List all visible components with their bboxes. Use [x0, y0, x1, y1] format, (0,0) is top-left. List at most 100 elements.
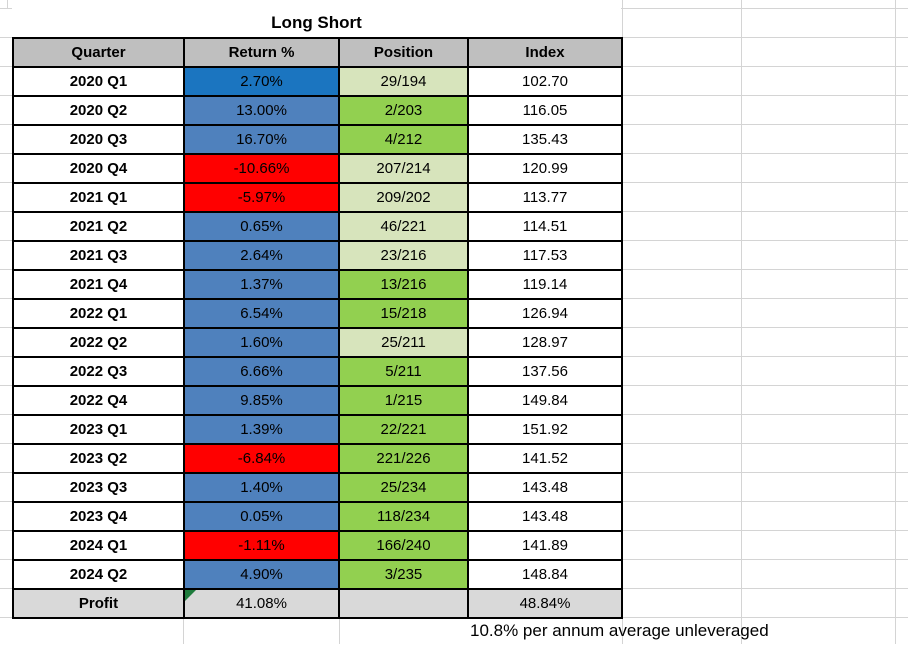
return-cell[interactable]: -10.66%: [183, 153, 340, 184]
position-cell[interactable]: 13/216: [338, 269, 469, 300]
profit-label-cell[interactable]: Profit: [12, 588, 185, 619]
quarter-cell[interactable]: 2020 Q1: [12, 66, 185, 97]
quarter-cell[interactable]: 2023 Q4: [12, 501, 185, 532]
returns-table: Quarter Return % Position Index 2020 Q1 2…: [12, 37, 623, 619]
table-row: 2022 Q2 1.60% 25/211 128.97: [12, 327, 623, 358]
quarter-cell[interactable]: 2021 Q2: [12, 211, 185, 242]
table-row: 2022 Q1 6.54% 15/218 126.94: [12, 298, 623, 329]
position-cell[interactable]: 23/216: [338, 240, 469, 271]
return-cell[interactable]: 0.65%: [183, 211, 340, 242]
index-cell[interactable]: 135.43: [467, 124, 623, 155]
position-cell[interactable]: 5/211: [338, 356, 469, 387]
column-header-index[interactable]: Index: [467, 37, 623, 68]
table-row: 2024 Q2 4.90% 3/235 148.84: [12, 559, 623, 590]
quarter-cell[interactable]: 2023 Q3: [12, 472, 185, 503]
profit-position-cell[interactable]: [338, 588, 469, 619]
quarter-cell[interactable]: 2020 Q4: [12, 153, 185, 184]
quarter-cell[interactable]: 2024 Q1: [12, 530, 185, 561]
return-cell[interactable]: 2.70%: [183, 66, 340, 97]
index-cell[interactable]: 114.51: [467, 211, 623, 242]
return-cell[interactable]: -6.84%: [183, 443, 340, 474]
index-cell[interactable]: 143.48: [467, 501, 623, 532]
index-cell[interactable]: 141.52: [467, 443, 623, 474]
quarter-cell[interactable]: 2020 Q2: [12, 95, 185, 126]
table-row: 2020 Q2 13.00% 2/203 116.05: [12, 95, 623, 126]
quarter-cell[interactable]: 2021 Q3: [12, 240, 185, 271]
return-cell[interactable]: 4.90%: [183, 559, 340, 590]
index-cell[interactable]: 137.56: [467, 356, 623, 387]
index-cell[interactable]: 119.14: [467, 269, 623, 300]
return-cell[interactable]: 1.60%: [183, 327, 340, 358]
quarter-cell[interactable]: 2021 Q4: [12, 269, 185, 300]
per-annum-note[interactable]: 10.8% per annum average unleveraged: [470, 621, 769, 640]
index-cell[interactable]: 148.84: [467, 559, 623, 590]
index-cell[interactable]: 128.97: [467, 327, 623, 358]
table-row: 2021 Q4 1.37% 13/216 119.14: [12, 269, 623, 300]
index-cell[interactable]: 116.05: [467, 95, 623, 126]
profit-return-cell[interactable]: 41.08%: [183, 588, 340, 619]
table-row: 2024 Q1 -1.11% 166/240 141.89: [12, 530, 623, 561]
quarter-cell[interactable]: 2024 Q2: [12, 559, 185, 590]
return-cell[interactable]: 13.00%: [183, 95, 340, 126]
position-cell[interactable]: 29/194: [338, 66, 469, 97]
return-cell[interactable]: 1.39%: [183, 414, 340, 445]
position-cell[interactable]: 15/218: [338, 298, 469, 329]
position-cell[interactable]: 221/226: [338, 443, 469, 474]
column-header-quarter[interactable]: Quarter: [12, 37, 185, 68]
index-cell[interactable]: 102.70: [467, 66, 623, 97]
return-cell[interactable]: 0.05%: [183, 501, 340, 532]
table-row: 2021 Q1 -5.97% 209/202 113.77: [12, 182, 623, 213]
quarter-cell[interactable]: 2023 Q1: [12, 414, 185, 445]
index-cell[interactable]: 149.84: [467, 385, 623, 416]
quarter-cell[interactable]: 2022 Q2: [12, 327, 185, 358]
position-cell[interactable]: 207/214: [338, 153, 469, 184]
table-row: 2023 Q2 -6.84% 221/226 141.52: [12, 443, 623, 474]
position-cell[interactable]: 25/211: [338, 327, 469, 358]
position-cell[interactable]: 3/235: [338, 559, 469, 590]
index-cell[interactable]: 151.92: [467, 414, 623, 445]
return-cell[interactable]: 6.54%: [183, 298, 340, 329]
index-cell[interactable]: 141.89: [467, 530, 623, 561]
quarter-cell[interactable]: 2020 Q3: [12, 124, 185, 155]
gridline-vertical: [895, 0, 896, 644]
table-body: 2020 Q1 2.70% 29/194 102.70 2020 Q2 13.00% 2/2…: [12, 66, 623, 590]
position-cell[interactable]: 1/215: [338, 385, 469, 416]
position-cell[interactable]: 209/202: [338, 182, 469, 213]
quarter-cell[interactable]: 2022 Q1: [12, 298, 185, 329]
position-cell[interactable]: 22/221: [338, 414, 469, 445]
index-cell[interactable]: 143.48: [467, 472, 623, 503]
return-cell[interactable]: 16.70%: [183, 124, 340, 155]
table-row: 2020 Q4 -10.66% 207/214 120.99: [12, 153, 623, 184]
quarter-cell[interactable]: 2021 Q1: [12, 182, 185, 213]
position-cell[interactable]: 2/203: [338, 95, 469, 126]
return-cell[interactable]: -5.97%: [183, 182, 340, 213]
index-cell[interactable]: 113.77: [467, 182, 623, 213]
table-row: 2020 Q1 2.70% 29/194 102.70: [12, 66, 623, 97]
quarter-cell[interactable]: 2022 Q4: [12, 385, 185, 416]
index-cell[interactable]: 117.53: [467, 240, 623, 271]
index-cell[interactable]: 126.94: [467, 298, 623, 329]
column-header-return[interactable]: Return %: [183, 37, 340, 68]
table-row: 2023 Q1 1.39% 22/221 151.92: [12, 414, 623, 445]
position-cell[interactable]: 4/212: [338, 124, 469, 155]
return-cell[interactable]: 6.66%: [183, 356, 340, 387]
return-cell[interactable]: 2.64%: [183, 240, 340, 271]
profit-index-cell[interactable]: 48.84%: [467, 588, 623, 619]
return-cell[interactable]: -1.11%: [183, 530, 340, 561]
column-header-position[interactable]: Position: [338, 37, 469, 68]
position-cell[interactable]: 166/240: [338, 530, 469, 561]
gridline-vertical: [339, 617, 340, 644]
position-cell[interactable]: 25/234: [338, 472, 469, 503]
return-cell[interactable]: 1.37%: [183, 269, 340, 300]
position-cell[interactable]: 118/234: [338, 501, 469, 532]
index-cell[interactable]: 120.99: [467, 153, 623, 184]
quarter-cell[interactable]: 2023 Q2: [12, 443, 185, 474]
table-row: 2022 Q4 9.85% 1/215 149.84: [12, 385, 623, 416]
sheet-title[interactable]: Long Short: [12, 8, 621, 37]
position-cell[interactable]: 46/221: [338, 211, 469, 242]
table-row: 2022 Q3 6.66% 5/211 137.56: [12, 356, 623, 387]
return-cell[interactable]: 1.40%: [183, 472, 340, 503]
quarter-cell[interactable]: 2022 Q3: [12, 356, 185, 387]
return-cell[interactable]: 9.85%: [183, 385, 340, 416]
profit-return-value: 41.08%: [236, 595, 287, 612]
